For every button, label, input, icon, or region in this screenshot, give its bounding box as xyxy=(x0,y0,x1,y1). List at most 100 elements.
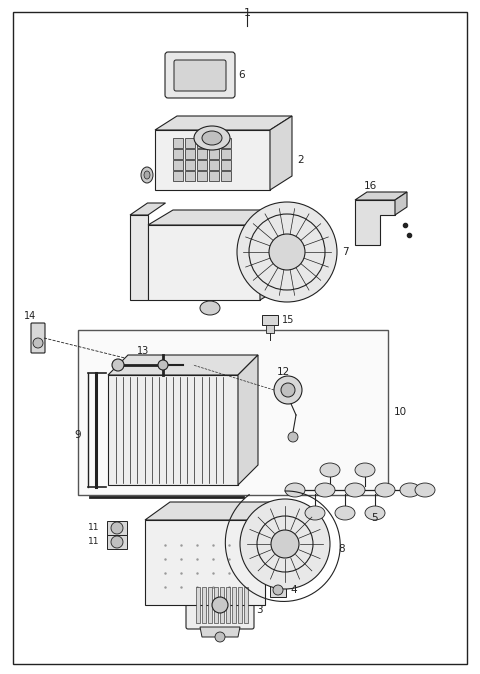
Text: 1: 1 xyxy=(243,8,251,18)
Text: 13: 13 xyxy=(137,346,149,356)
Ellipse shape xyxy=(355,463,375,477)
Polygon shape xyxy=(355,200,395,245)
Ellipse shape xyxy=(375,483,395,497)
FancyBboxPatch shape xyxy=(78,330,388,495)
Polygon shape xyxy=(200,627,240,637)
Text: 12: 12 xyxy=(276,367,289,377)
Ellipse shape xyxy=(215,632,225,642)
FancyBboxPatch shape xyxy=(238,587,242,623)
Ellipse shape xyxy=(111,522,123,534)
Ellipse shape xyxy=(212,597,228,613)
FancyBboxPatch shape xyxy=(185,138,195,148)
Text: 11: 11 xyxy=(87,524,99,532)
Text: 10: 10 xyxy=(394,407,407,417)
Polygon shape xyxy=(108,355,258,375)
FancyBboxPatch shape xyxy=(185,160,195,170)
Text: 4: 4 xyxy=(290,585,297,595)
Polygon shape xyxy=(145,520,265,605)
Ellipse shape xyxy=(281,383,295,397)
FancyBboxPatch shape xyxy=(107,535,127,549)
FancyBboxPatch shape xyxy=(173,149,183,159)
Polygon shape xyxy=(238,355,258,485)
Ellipse shape xyxy=(400,483,420,497)
Polygon shape xyxy=(130,215,148,300)
Ellipse shape xyxy=(274,376,302,404)
Polygon shape xyxy=(155,116,292,130)
Text: 3: 3 xyxy=(256,605,263,615)
Text: 11: 11 xyxy=(87,537,99,547)
Ellipse shape xyxy=(33,338,43,348)
Polygon shape xyxy=(108,375,238,485)
FancyBboxPatch shape xyxy=(185,171,195,181)
Text: 16: 16 xyxy=(363,181,377,191)
Polygon shape xyxy=(355,192,407,200)
Text: 15: 15 xyxy=(282,315,294,325)
Polygon shape xyxy=(145,502,290,520)
FancyBboxPatch shape xyxy=(221,171,231,181)
Ellipse shape xyxy=(144,171,150,179)
Ellipse shape xyxy=(285,483,305,497)
Ellipse shape xyxy=(158,360,168,370)
FancyBboxPatch shape xyxy=(244,587,248,623)
FancyBboxPatch shape xyxy=(208,587,212,623)
Polygon shape xyxy=(155,130,270,190)
Text: 7: 7 xyxy=(342,247,348,257)
Ellipse shape xyxy=(111,536,123,548)
Polygon shape xyxy=(130,203,166,215)
FancyBboxPatch shape xyxy=(174,60,226,91)
FancyBboxPatch shape xyxy=(196,587,200,623)
FancyBboxPatch shape xyxy=(232,587,236,623)
FancyBboxPatch shape xyxy=(197,171,207,181)
Ellipse shape xyxy=(315,483,335,497)
Ellipse shape xyxy=(269,234,305,270)
Ellipse shape xyxy=(202,131,222,145)
Text: 6: 6 xyxy=(238,70,245,80)
FancyBboxPatch shape xyxy=(173,171,183,181)
Ellipse shape xyxy=(345,483,365,497)
FancyBboxPatch shape xyxy=(214,587,218,623)
Text: 9: 9 xyxy=(75,430,81,440)
Polygon shape xyxy=(270,116,292,190)
FancyBboxPatch shape xyxy=(13,12,467,664)
Ellipse shape xyxy=(200,301,220,315)
FancyBboxPatch shape xyxy=(266,325,274,333)
FancyBboxPatch shape xyxy=(173,138,183,148)
Ellipse shape xyxy=(273,585,283,595)
FancyBboxPatch shape xyxy=(186,581,254,629)
FancyBboxPatch shape xyxy=(209,138,219,148)
Ellipse shape xyxy=(237,202,337,302)
Text: 8: 8 xyxy=(338,544,345,554)
Ellipse shape xyxy=(320,463,340,477)
Text: 5: 5 xyxy=(372,513,378,523)
Ellipse shape xyxy=(335,506,355,520)
Ellipse shape xyxy=(305,506,325,520)
Ellipse shape xyxy=(194,126,230,150)
Text: 14: 14 xyxy=(24,311,36,321)
FancyBboxPatch shape xyxy=(221,149,231,159)
FancyBboxPatch shape xyxy=(197,138,207,148)
FancyBboxPatch shape xyxy=(209,160,219,170)
Polygon shape xyxy=(148,210,285,225)
Ellipse shape xyxy=(112,359,124,371)
FancyBboxPatch shape xyxy=(165,52,235,98)
FancyBboxPatch shape xyxy=(270,583,286,597)
Polygon shape xyxy=(148,225,260,300)
FancyBboxPatch shape xyxy=(107,521,127,535)
Ellipse shape xyxy=(288,432,298,442)
Ellipse shape xyxy=(415,483,435,497)
Polygon shape xyxy=(395,192,407,215)
FancyBboxPatch shape xyxy=(221,138,231,148)
FancyBboxPatch shape xyxy=(202,587,206,623)
FancyBboxPatch shape xyxy=(221,160,231,170)
Ellipse shape xyxy=(365,506,385,520)
Ellipse shape xyxy=(271,530,299,558)
FancyBboxPatch shape xyxy=(209,171,219,181)
FancyBboxPatch shape xyxy=(226,587,230,623)
FancyBboxPatch shape xyxy=(220,587,224,623)
FancyBboxPatch shape xyxy=(197,160,207,170)
Ellipse shape xyxy=(240,499,330,589)
Text: 2: 2 xyxy=(297,155,304,165)
FancyBboxPatch shape xyxy=(262,315,278,325)
FancyBboxPatch shape xyxy=(209,149,219,159)
Polygon shape xyxy=(260,210,285,300)
